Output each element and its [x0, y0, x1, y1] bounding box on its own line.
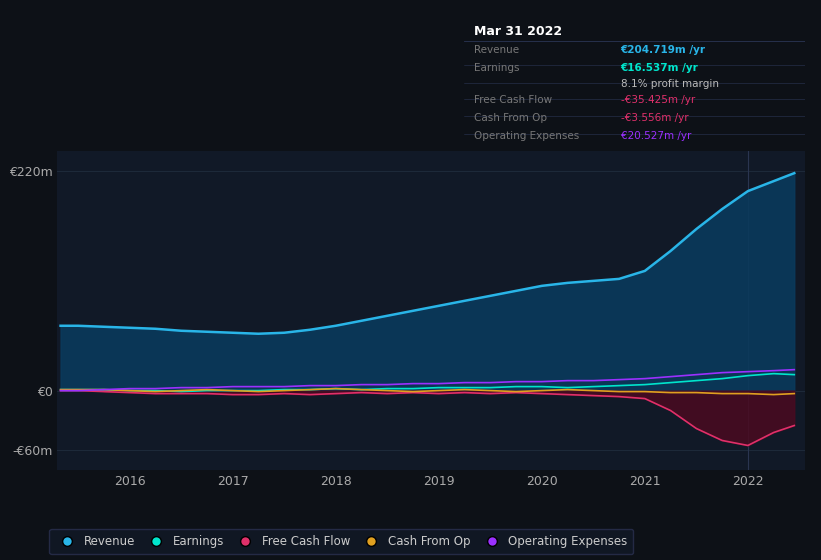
- Text: -€35.425m /yr: -€35.425m /yr: [621, 95, 695, 105]
- Text: 8.1% profit margin: 8.1% profit margin: [621, 79, 718, 89]
- Text: €204.719m /yr: €204.719m /yr: [621, 45, 705, 55]
- Text: Cash From Op: Cash From Op: [474, 113, 547, 123]
- Text: Free Cash Flow: Free Cash Flow: [474, 95, 553, 105]
- Text: €16.537m /yr: €16.537m /yr: [621, 63, 699, 73]
- Text: -€3.556m /yr: -€3.556m /yr: [621, 113, 688, 123]
- Text: Mar 31 2022: Mar 31 2022: [474, 25, 562, 38]
- Text: Earnings: Earnings: [474, 63, 520, 73]
- Text: Revenue: Revenue: [474, 45, 519, 55]
- Text: €20.527m /yr: €20.527m /yr: [621, 131, 691, 141]
- Text: Operating Expenses: Operating Expenses: [474, 131, 580, 141]
- Legend: Revenue, Earnings, Free Cash Flow, Cash From Op, Operating Expenses: Revenue, Earnings, Free Cash Flow, Cash …: [49, 529, 634, 554]
